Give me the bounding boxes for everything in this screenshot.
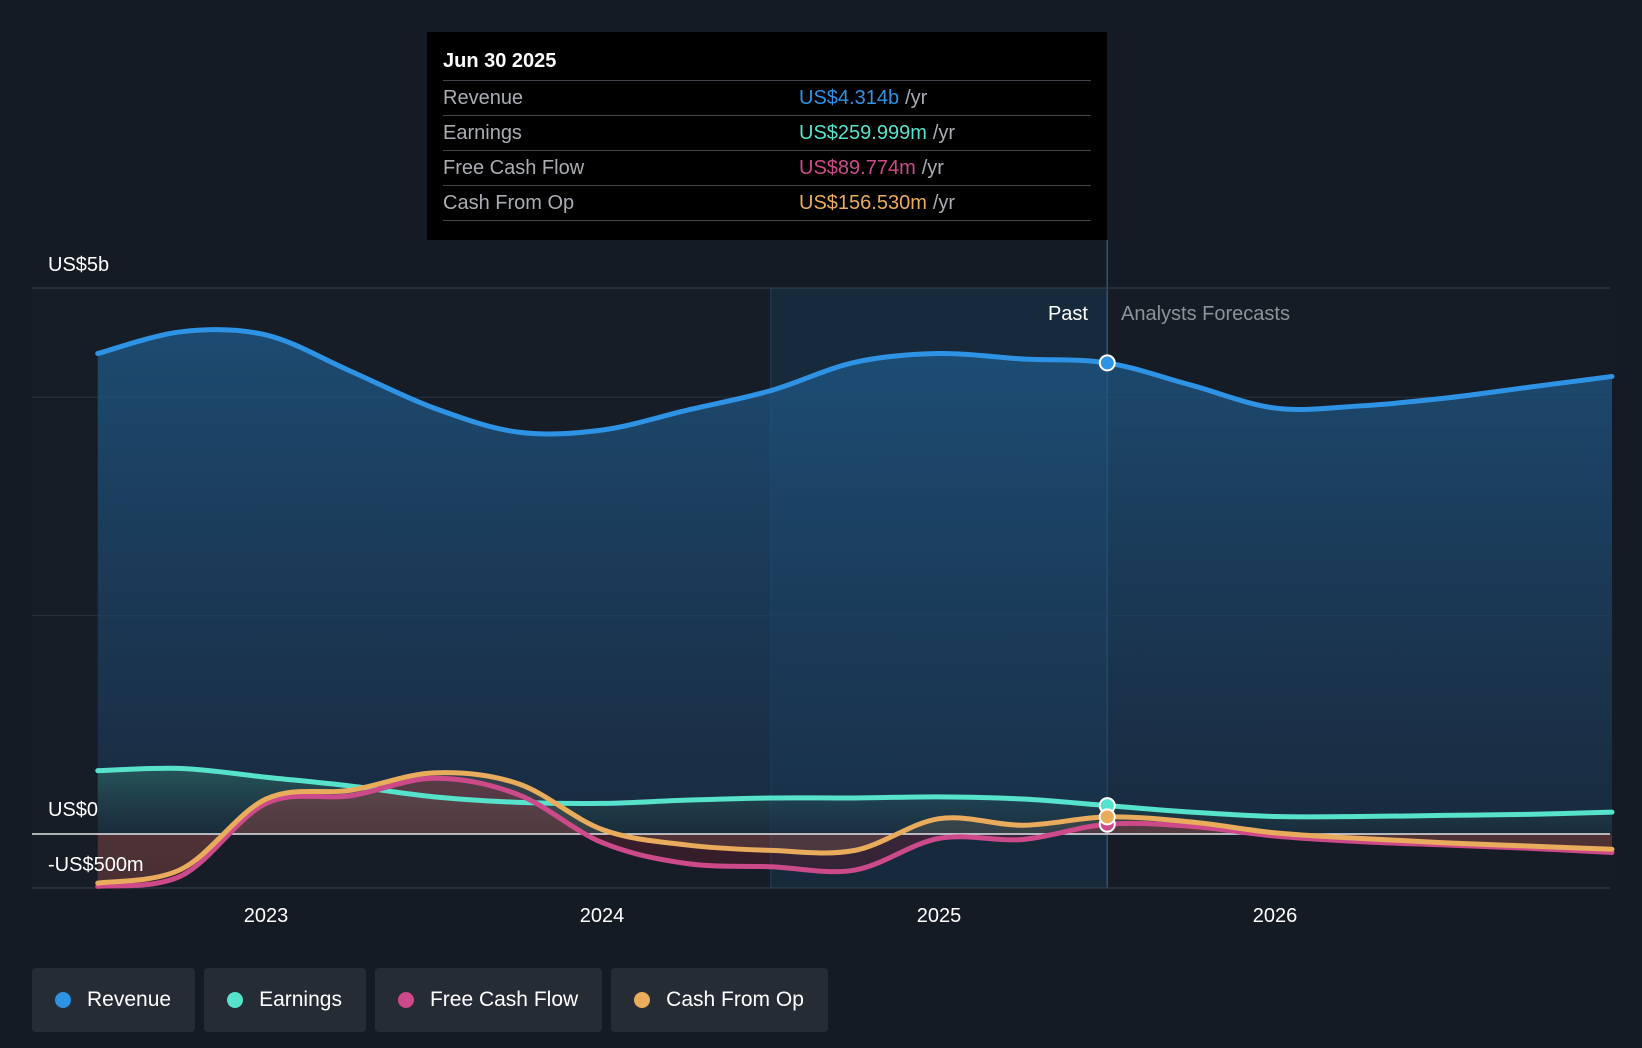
legend-label: Earnings [259, 988, 342, 1011]
tooltip-date: Jun 30 2025 [443, 50, 557, 72]
legend-dot-icon [55, 992, 71, 1008]
legend-item-free-cash-flow[interactable]: Free Cash Flow [374, 968, 603, 1032]
x-tick-2026: 2026 [1253, 905, 1298, 927]
revenue-area [97, 329, 1612, 834]
legend: Revenue Earnings Free Cash Flow Cash Fro… [32, 968, 828, 1032]
tooltip-value: US$259.999m [799, 121, 927, 144]
tooltip-unit: /yr [932, 191, 956, 214]
forecast-label: Analysts Forecasts [1121, 303, 1290, 325]
tooltip-label: Cash From Op [443, 191, 575, 214]
y-axis-label-max: US$5b [48, 254, 109, 276]
tooltip: Jun 30 2025 Revenue US$4.314b /yr Earnin… [427, 32, 1107, 240]
legend-dot-icon [397, 992, 414, 1008]
revenue-marker [1098, 354, 1116, 372]
tooltip-row-earnings: Earnings US$259.999m /yr [443, 115, 1091, 150]
cash-from-op-line [95, 770, 1615, 886]
x-tick-2023: 2023 [244, 905, 289, 927]
free-cash-flow-area [97, 778, 1612, 887]
legend-dot-icon [227, 992, 244, 1008]
tooltip-unit: /yr [905, 86, 928, 109]
revenue-line [95, 327, 1615, 437]
tooltip-row-revenue: Revenue US$4.314b /yr [443, 80, 1091, 115]
legend-label: Free Cash Flow [429, 988, 579, 1011]
y-axis-label-min: -US$500m [48, 854, 144, 876]
tooltip-label: Revenue [443, 86, 524, 109]
tooltip-label: Earnings [443, 121, 522, 144]
tooltip-row-free-cash-flow: Free Cash Flow US$89.774m /yr [443, 150, 1091, 185]
x-tick-2025: 2025 [917, 905, 962, 927]
legend-item-revenue[interactable]: Revenue [32, 968, 196, 1032]
cash-from-op-marker [1098, 808, 1116, 826]
tooltip-value: US$89.774m [799, 156, 916, 179]
tooltip-unit: /yr [932, 121, 956, 144]
past-label: Past [1048, 303, 1088, 325]
tooltip-value: US$156.530m [799, 191, 927, 214]
legend-item-earnings[interactable]: Earnings [204, 968, 366, 1032]
earnings-line [95, 765, 1615, 820]
tooltip-row-cash-from-op: Cash From Op US$156.530m /yr [443, 185, 1091, 221]
tooltip-label: Free Cash Flow [443, 156, 585, 179]
free-cash-flow-line [95, 775, 1615, 889]
legend-item-cash-from-op[interactable]: Cash From Op [611, 968, 828, 1032]
tooltip-value: US$4.314b [799, 86, 900, 109]
legend-label: Cash From Op [666, 988, 804, 1011]
legend-dot-icon [634, 992, 651, 1008]
x-tick-2024: 2024 [580, 905, 625, 927]
tooltip-unit: /yr [921, 156, 944, 179]
legend-label: Revenue [87, 988, 172, 1011]
y-axis-label-zero: US$0 [48, 799, 98, 821]
